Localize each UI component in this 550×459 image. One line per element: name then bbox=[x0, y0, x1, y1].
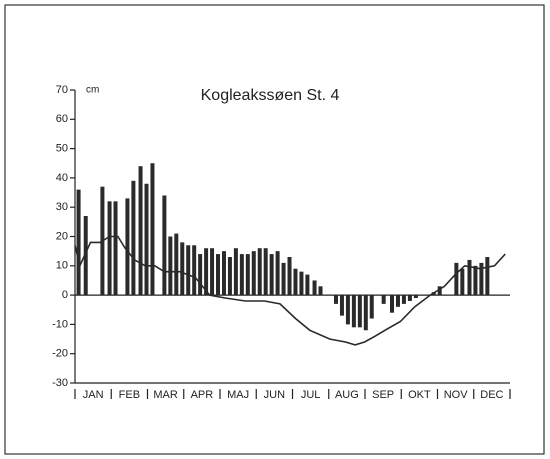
bar bbox=[144, 183, 149, 296]
bar bbox=[437, 286, 442, 296]
bar bbox=[395, 295, 400, 307]
month-label: APR bbox=[191, 389, 214, 401]
y-tick-label: 40 bbox=[56, 172, 68, 184]
frame bbox=[4, 4, 545, 455]
bar bbox=[390, 295, 395, 313]
y-tick-label: -20 bbox=[52, 348, 68, 360]
bar bbox=[275, 251, 280, 296]
bar bbox=[287, 257, 292, 296]
y-tick-label: -30 bbox=[52, 377, 68, 389]
y-tick-label: 10 bbox=[56, 260, 68, 272]
bar bbox=[413, 295, 418, 299]
bar bbox=[467, 259, 472, 296]
bar bbox=[233, 248, 238, 296]
month-label: JUN bbox=[264, 389, 285, 401]
month-label: MAR bbox=[153, 389, 178, 401]
bar bbox=[305, 274, 310, 296]
bar bbox=[198, 254, 203, 296]
bar bbox=[401, 295, 406, 304]
bar bbox=[239, 254, 244, 296]
y-tick-label: 20 bbox=[56, 230, 68, 242]
bar bbox=[318, 286, 323, 296]
bar bbox=[293, 268, 298, 296]
month-label: MAJ bbox=[227, 389, 249, 401]
bar bbox=[216, 254, 221, 296]
y-tick-label: 60 bbox=[56, 113, 68, 125]
bar bbox=[227, 257, 232, 296]
bar bbox=[363, 295, 368, 331]
bar bbox=[113, 201, 118, 296]
bar bbox=[107, 201, 112, 296]
bar bbox=[168, 236, 173, 296]
bar bbox=[460, 268, 465, 296]
bar bbox=[204, 248, 209, 296]
bar bbox=[281, 262, 286, 296]
bar bbox=[210, 248, 215, 296]
bar bbox=[251, 251, 256, 296]
bar bbox=[138, 166, 143, 296]
month-label: JAN bbox=[83, 389, 104, 401]
y-tick-label: -10 bbox=[52, 318, 68, 330]
bar bbox=[180, 242, 185, 296]
bar bbox=[192, 245, 197, 296]
month-label: JUL bbox=[301, 389, 321, 401]
y-tick-label: 0 bbox=[62, 289, 68, 301]
bar bbox=[269, 254, 274, 296]
bar bbox=[454, 262, 459, 296]
bar bbox=[299, 271, 304, 296]
month-label: FEB bbox=[119, 389, 140, 401]
bar bbox=[381, 295, 386, 304]
bar bbox=[162, 195, 167, 296]
bar bbox=[257, 248, 262, 296]
bar bbox=[425, 295, 430, 296]
bar bbox=[150, 163, 155, 296]
y-tick-label: 70 bbox=[56, 84, 68, 96]
chart-title: Kogleakssøen St. 4 bbox=[201, 87, 340, 104]
bar bbox=[312, 280, 317, 296]
month-label: AUG bbox=[335, 389, 359, 401]
y-unit: cm bbox=[86, 85, 99, 96]
bar bbox=[245, 254, 250, 296]
bar bbox=[351, 295, 356, 328]
bar bbox=[76, 189, 81, 296]
bar bbox=[131, 180, 136, 296]
bar bbox=[345, 295, 350, 325]
bar bbox=[357, 295, 362, 328]
y-tick-label: 30 bbox=[56, 201, 68, 213]
bar bbox=[485, 257, 490, 296]
bar bbox=[83, 215, 88, 296]
bar bbox=[407, 295, 412, 301]
bar bbox=[186, 245, 191, 296]
bar bbox=[334, 295, 338, 304]
bar bbox=[473, 265, 478, 296]
bar bbox=[174, 233, 179, 296]
bar bbox=[479, 262, 484, 296]
bar bbox=[263, 248, 268, 296]
bar bbox=[339, 295, 344, 316]
bar bbox=[221, 251, 226, 296]
month-label: DEC bbox=[480, 389, 503, 401]
bar bbox=[369, 295, 374, 319]
y-tick-label: 50 bbox=[56, 143, 68, 155]
month-label: SEP bbox=[372, 389, 394, 401]
bar bbox=[125, 198, 130, 296]
month-label: OKT bbox=[408, 389, 431, 401]
line bbox=[74, 235, 506, 346]
month-label: NOV bbox=[444, 389, 469, 401]
